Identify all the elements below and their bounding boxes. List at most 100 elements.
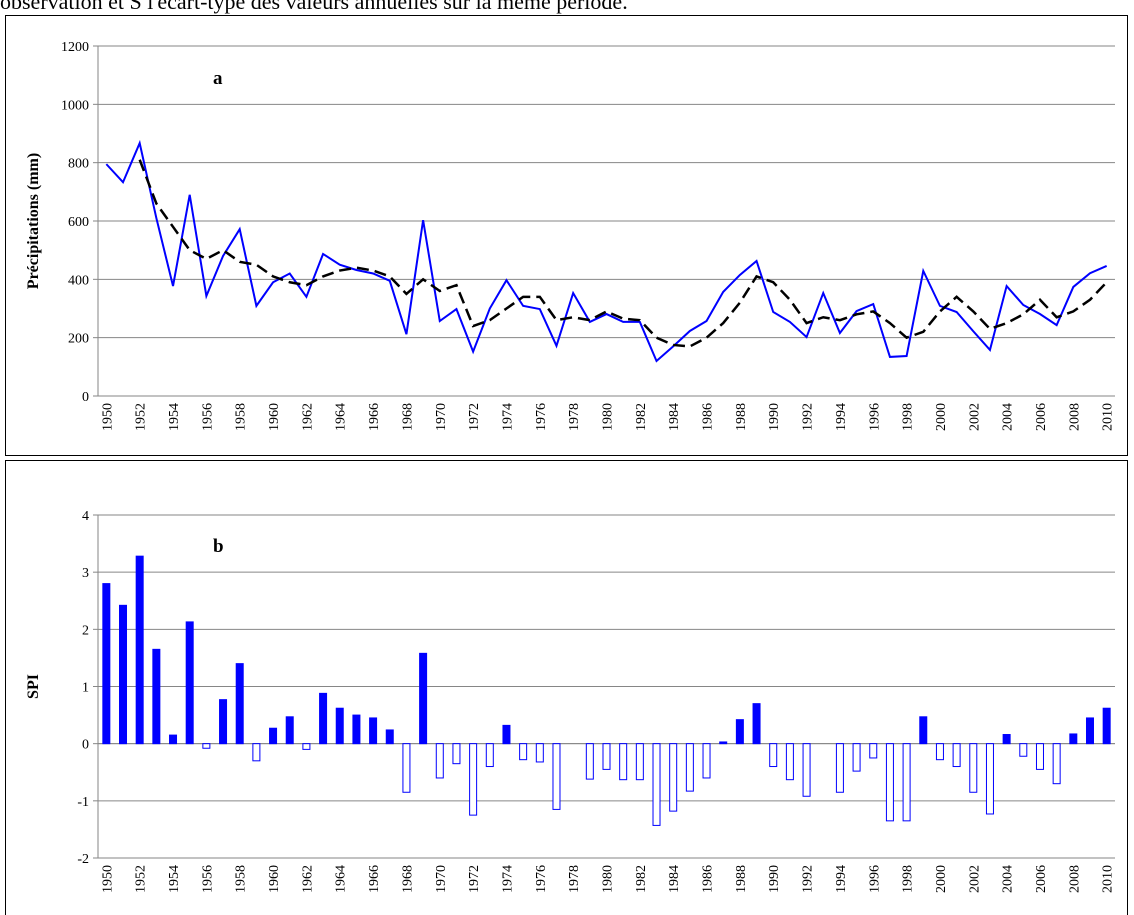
- panel-label: b: [213, 536, 224, 557]
- panel-frame: [5, 15, 1128, 456]
- bar: [1069, 733, 1078, 745]
- x-tick-label: 1974: [500, 403, 515, 431]
- x-tick-label: 1960: [267, 865, 282, 893]
- bar: [952, 743, 961, 768]
- bar: [169, 734, 178, 745]
- x-tick-label: 2006: [1034, 865, 1049, 893]
- panel-frame: [5, 460, 1128, 915]
- x-tick-label: 1962: [300, 403, 315, 431]
- panel-label: a: [213, 68, 223, 89]
- y-axis-label: Précipitations (mm): [25, 153, 42, 289]
- bar: [319, 692, 328, 745]
- bar: [435, 743, 444, 779]
- x-tick-label: 2008: [1067, 403, 1082, 431]
- x-tick-label: 2000: [934, 403, 949, 431]
- x-tick-label: 1956: [200, 403, 215, 431]
- bar: [652, 743, 661, 826]
- bar: [985, 743, 994, 815]
- x-tick-label: 2010: [1101, 403, 1116, 431]
- y-tick-label: 3: [82, 566, 89, 581]
- bar: [719, 741, 728, 745]
- bar: [185, 621, 194, 745]
- x-tick-label: 2004: [1001, 403, 1016, 431]
- x-tick-label: 1998: [901, 403, 916, 431]
- bar: [685, 743, 694, 792]
- bar: [135, 555, 144, 745]
- bar: [269, 727, 278, 745]
- x-tick-label: 2002: [967, 865, 982, 893]
- bar: [152, 648, 161, 745]
- x-tick-label: 1996: [867, 865, 882, 893]
- x-tick-label: 1950: [100, 865, 115, 893]
- x-tick-label: 1972: [467, 865, 482, 893]
- x-tick-label: 1976: [534, 403, 549, 431]
- bar: [969, 743, 978, 793]
- x-tick-label: 1994: [834, 403, 849, 431]
- y-axis-label: SPI: [25, 674, 42, 699]
- x-tick-label: 1980: [601, 403, 616, 431]
- x-tick-label: 1982: [634, 865, 649, 893]
- bar: [219, 699, 228, 745]
- bar: [602, 743, 611, 770]
- bar: [469, 743, 478, 816]
- y-tick-label: -1: [77, 795, 89, 810]
- x-tick-label: 1970: [434, 403, 449, 431]
- bar: [352, 714, 361, 745]
- bar: [202, 743, 211, 749]
- y-tick-label: 0: [82, 738, 89, 753]
- x-tick-label: 1984: [667, 865, 682, 893]
- bar: [1035, 743, 1044, 770]
- x-tick-label: 1978: [567, 403, 582, 431]
- bar: [102, 583, 111, 745]
- x-tick-label: 2004: [1001, 865, 1016, 893]
- y-tick-label: 400: [68, 273, 89, 288]
- x-tick-label: 1964: [334, 865, 349, 893]
- bar: [335, 707, 344, 745]
- bar: [235, 663, 244, 745]
- x-tick-label: 1968: [400, 865, 415, 893]
- x-tick-label: 1966: [367, 403, 382, 431]
- bar: [552, 743, 561, 810]
- bar: [535, 743, 544, 763]
- bar: [285, 716, 294, 745]
- x-tick-label: 1962: [300, 865, 315, 893]
- x-tick-label: 1960: [267, 403, 282, 431]
- data-line: [105, 139, 1108, 363]
- bar: [752, 703, 761, 745]
- bar: [502, 724, 511, 745]
- x-tick-label: 1996: [867, 403, 882, 431]
- bar: [1085, 717, 1094, 745]
- x-tick-label: 1994: [834, 865, 849, 893]
- x-tick-label: 2008: [1067, 865, 1082, 893]
- bar: [702, 743, 711, 779]
- bar: [619, 743, 628, 781]
- bar: [769, 743, 778, 768]
- x-tick-label: 1986: [701, 865, 716, 893]
- x-tick-label: 1992: [801, 403, 816, 431]
- bar: [252, 743, 261, 762]
- bar: [1102, 707, 1111, 745]
- x-tick-label: 2006: [1034, 403, 1049, 431]
- x-tick-label: 1998: [901, 865, 916, 893]
- x-tick-label: 1966: [367, 865, 382, 893]
- bar: [519, 743, 528, 761]
- x-tick-label: 1964: [334, 403, 349, 431]
- bar: [902, 743, 911, 822]
- y-tick-label: 1000: [61, 98, 89, 113]
- x-tick-label: 1972: [467, 403, 482, 431]
- bar: [585, 743, 594, 780]
- bar: [485, 743, 494, 768]
- bar: [419, 652, 428, 745]
- bar: [919, 716, 928, 745]
- bar: [835, 743, 844, 793]
- x-tick-label: 2002: [967, 403, 982, 431]
- bar: [852, 743, 861, 772]
- y-tick-label: -2: [77, 852, 89, 867]
- bar: [735, 719, 744, 745]
- y-tick-label: 0: [82, 390, 89, 405]
- x-tick-label: 1980: [601, 865, 616, 893]
- x-tick-label: 1956: [200, 865, 215, 893]
- x-tick-label: 1988: [734, 865, 749, 893]
